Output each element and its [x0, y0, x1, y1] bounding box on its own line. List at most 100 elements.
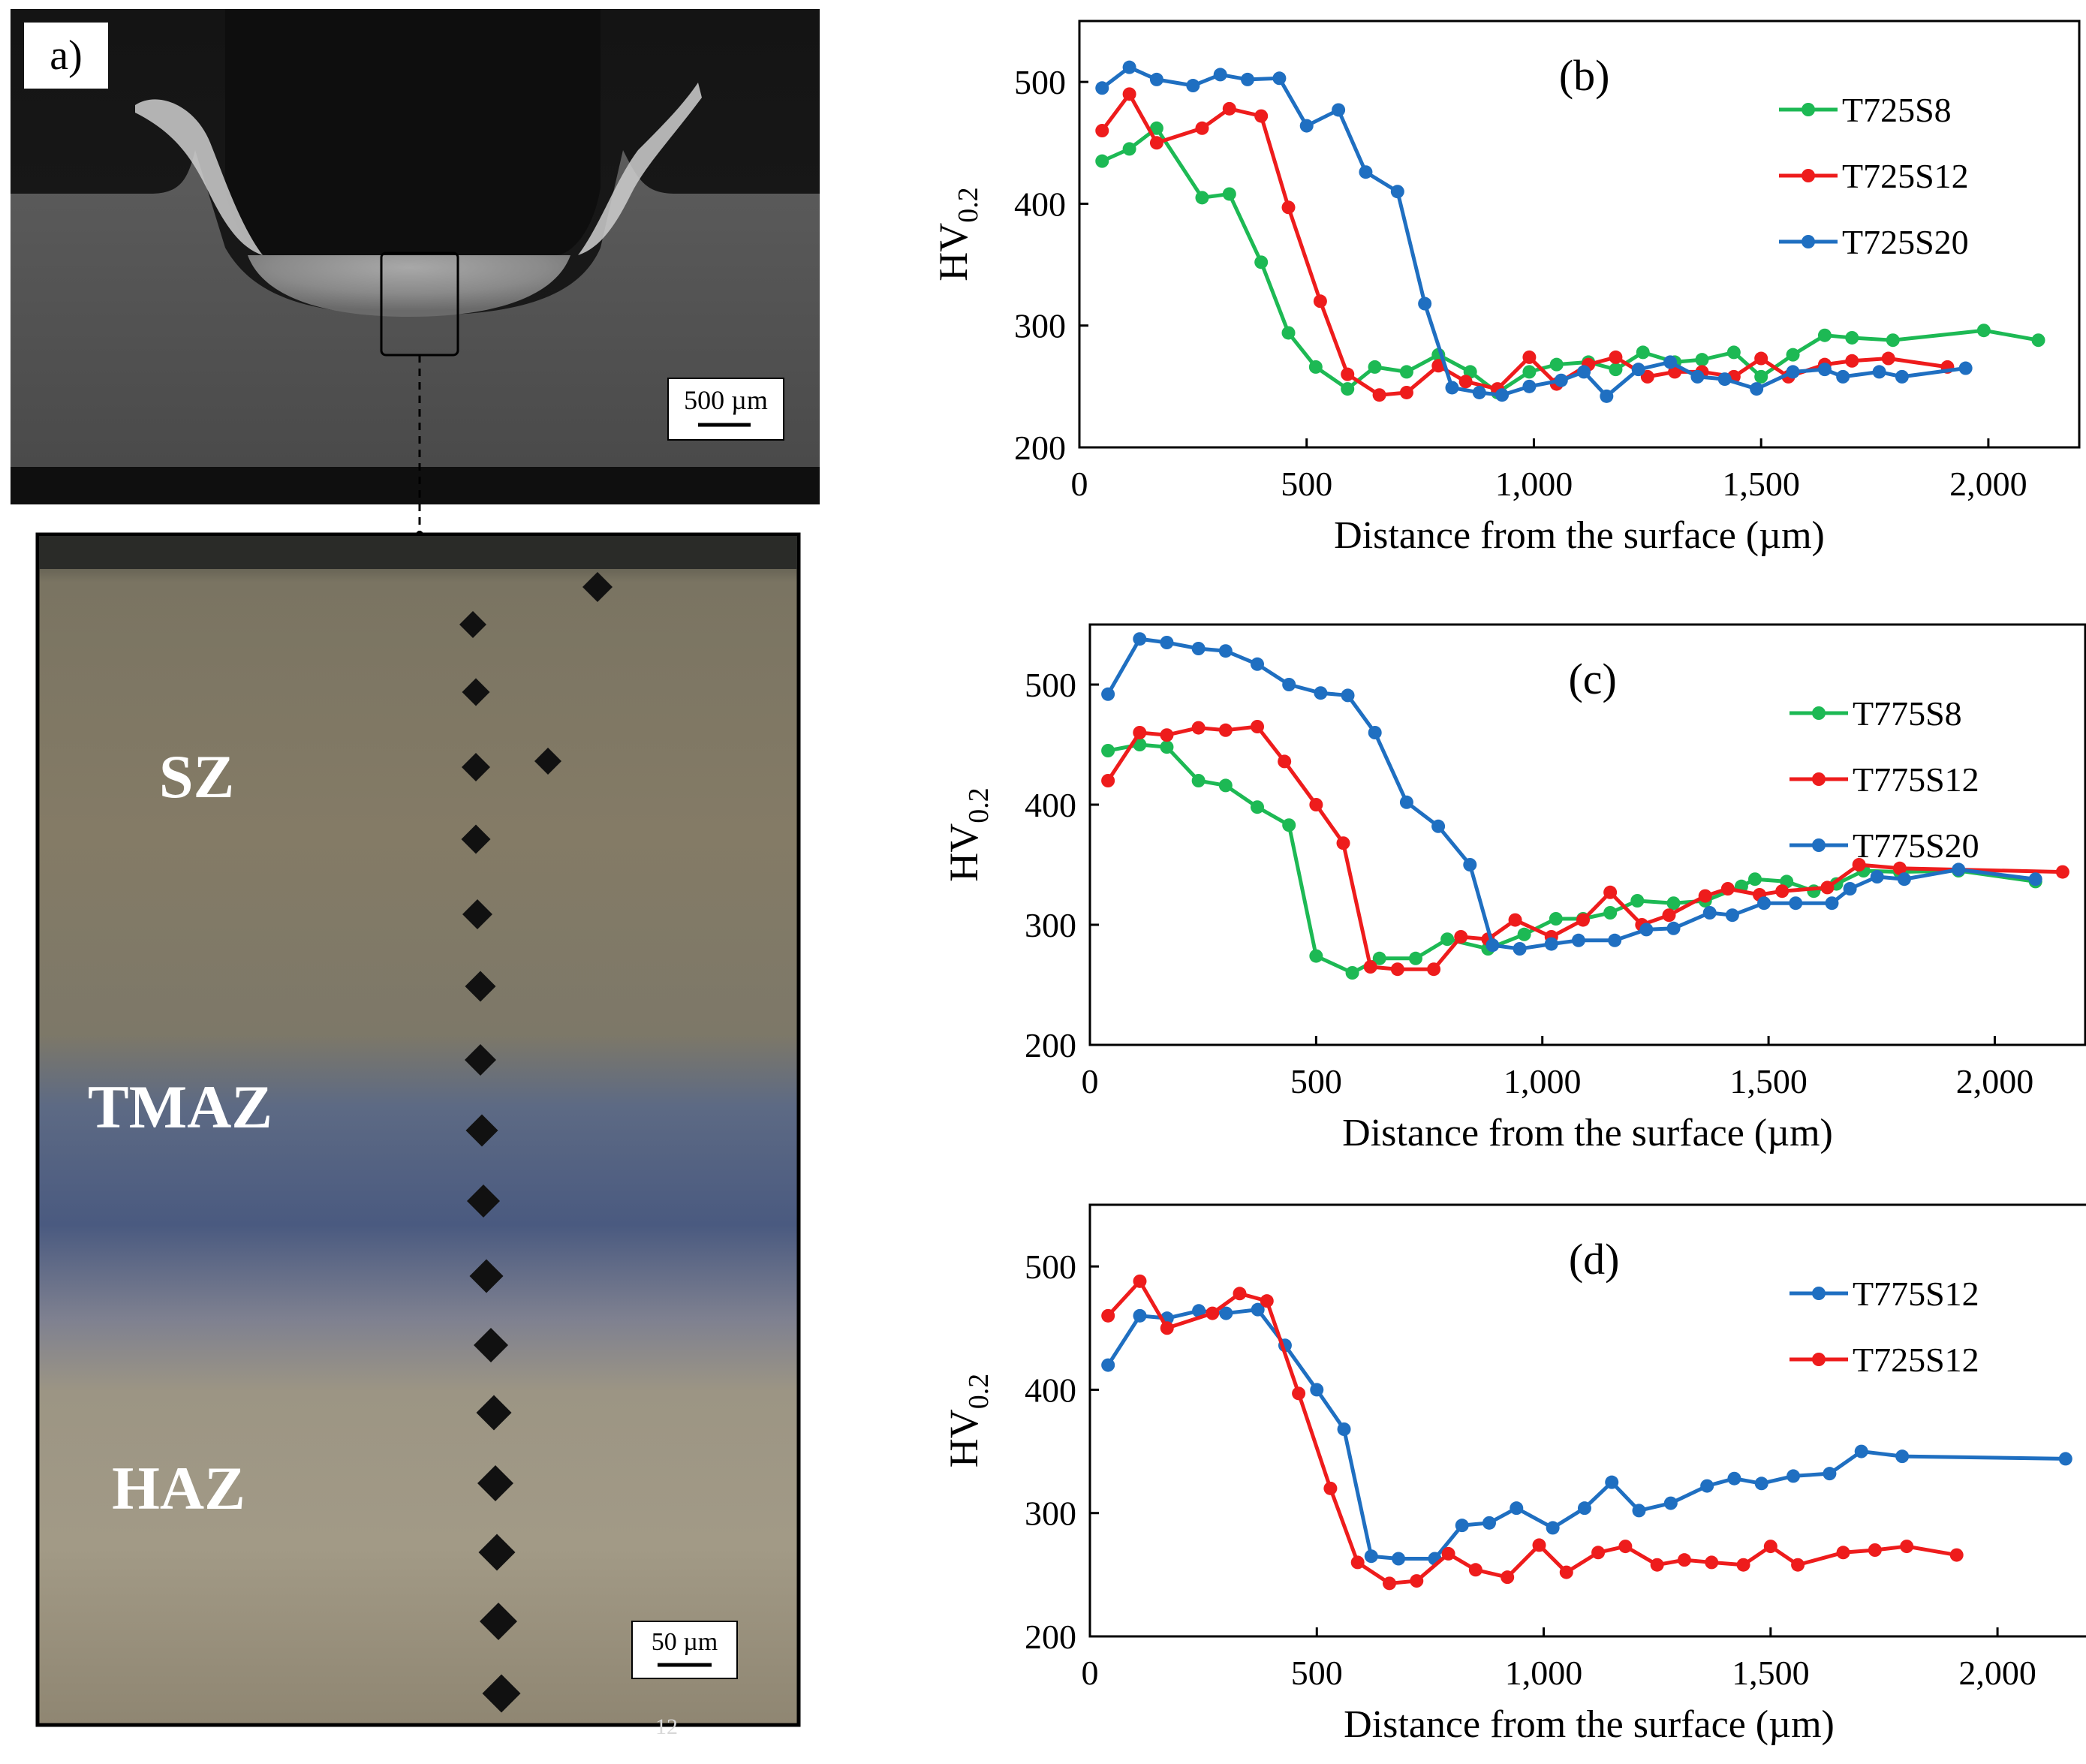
right-flash — [578, 83, 702, 255]
y-tick-label: 300 — [1025, 1495, 1076, 1533]
legend-label: T775S8 — [1853, 694, 1962, 733]
data-point — [1458, 375, 1473, 389]
zone-label-tmaz: TMAZ — [88, 1073, 272, 1141]
data-point — [1522, 365, 1537, 379]
data-point — [2055, 865, 2069, 879]
data-point — [1725, 908, 1739, 923]
data-point — [1195, 121, 1209, 135]
data-point — [1160, 636, 1174, 649]
data-point — [1364, 1549, 1378, 1564]
data-point — [1368, 360, 1382, 374]
data-point — [1698, 889, 1712, 903]
data-point — [1195, 191, 1209, 205]
plate-section — [11, 150, 820, 467]
data-point — [1754, 369, 1768, 384]
data-point — [1309, 949, 1323, 963]
data-point — [1368, 726, 1382, 739]
indentation-mark — [480, 1603, 517, 1640]
data-point — [1390, 962, 1404, 977]
chart-b: 200 300 400 500 0 500 1,000 1,500 2,000 Distance … — [931, 20, 2081, 557]
indentation-mark — [467, 1185, 500, 1218]
data-point — [1101, 744, 1115, 757]
data-point — [1219, 1306, 1233, 1320]
data-point — [1663, 1496, 1678, 1510]
data-point — [1522, 350, 1537, 364]
data-point — [1958, 361, 1973, 375]
data-point — [1748, 872, 1762, 887]
legend-marker — [1812, 706, 1826, 720]
x-tick-label: 1,000 — [1504, 1062, 1582, 1100]
legend-label: T725S8 — [1842, 91, 1952, 129]
y-tick-label: 400 — [1025, 1371, 1076, 1409]
data-point — [1549, 912, 1563, 926]
data-point — [1727, 1471, 1741, 1486]
data-point — [1976, 324, 1991, 338]
data-point — [1313, 294, 1327, 309]
data-point — [1222, 187, 1236, 201]
data-point — [1282, 818, 1296, 832]
data-point — [1513, 942, 1527, 956]
micrograph-image — [35, 532, 801, 1727]
data-point — [1233, 1287, 1247, 1301]
panel-label: (c) — [1568, 655, 1616, 703]
data-point — [1399, 795, 1413, 809]
legend-marker — [1802, 103, 1815, 116]
data-point — [1881, 351, 1895, 366]
data-point — [1191, 774, 1206, 787]
data-point — [1332, 103, 1346, 117]
indentation-mark — [465, 1114, 498, 1147]
data-point — [1101, 1308, 1115, 1323]
data-point — [1485, 938, 1500, 953]
indentation-mark — [474, 1328, 508, 1362]
x-tick-label: 2,000 — [1956, 1062, 2034, 1100]
micrograph-panel: SZ TMAZ HAZ 50 µm 12 — [35, 532, 801, 1739]
data-point — [1281, 326, 1296, 340]
y-tick-label: 400 — [1025, 786, 1076, 824]
data-point — [1650, 1558, 1664, 1572]
data-point — [1508, 913, 1522, 927]
data-point — [1133, 738, 1147, 751]
data-point — [1455, 1519, 1469, 1533]
data-point — [1251, 720, 1265, 733]
data-point — [1390, 185, 1404, 199]
x-tick-label: 1,000 — [1505, 1654, 1583, 1692]
series-line-T775S12 — [1106, 724, 2063, 971]
legend-label: T775S20 — [1853, 826, 1979, 865]
data-point — [1705, 1555, 1719, 1570]
stray-mark: 12 — [655, 1714, 678, 1739]
data-point — [2031, 333, 2045, 348]
legend-label: T775S12 — [1853, 1275, 1979, 1313]
series-line-T725S12 — [1106, 1279, 1958, 1585]
data-point — [1383, 1576, 1396, 1591]
indentation-mark — [465, 1044, 496, 1076]
data-point — [1372, 951, 1386, 965]
data-point — [1843, 882, 1857, 896]
data-point — [1495, 388, 1510, 402]
legend-marker — [1812, 772, 1826, 786]
zone-label-sz: SZ — [159, 742, 234, 811]
data-point — [1786, 348, 1800, 362]
data-point — [1892, 861, 1907, 875]
data-point — [1149, 72, 1163, 86]
series-line-T725S20 — [1100, 65, 1966, 399]
data-point — [2028, 872, 2042, 887]
data-point — [1754, 351, 1768, 366]
data-point — [1350, 1555, 1365, 1570]
data-point — [1337, 1422, 1351, 1436]
data-point — [1852, 858, 1866, 871]
data-point — [1632, 1504, 1646, 1518]
x-tick-label: 1,500 — [1722, 465, 1800, 503]
data-point — [1603, 906, 1618, 920]
data-point — [1900, 1540, 1914, 1554]
data-point — [1408, 951, 1422, 965]
data-point — [1341, 382, 1355, 396]
data-point — [1549, 357, 1564, 372]
data-point — [1517, 927, 1531, 941]
data-point — [1410, 1574, 1424, 1588]
data-point — [1160, 728, 1174, 742]
data-point — [1101, 1358, 1115, 1372]
data-point — [1690, 369, 1705, 384]
y-tick-label: 300 — [1025, 906, 1076, 944]
data-point — [1510, 1501, 1524, 1516]
